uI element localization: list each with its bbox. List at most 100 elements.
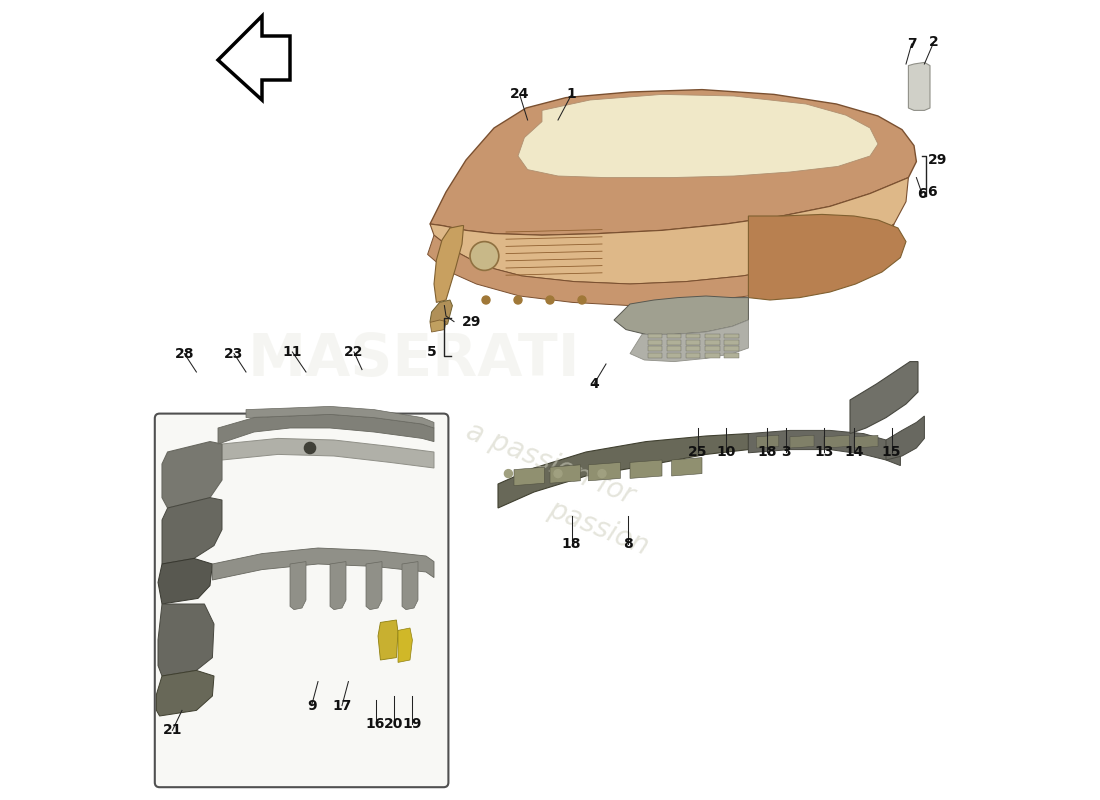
Polygon shape: [398, 628, 412, 662]
Polygon shape: [757, 435, 779, 448]
Text: 23: 23: [224, 346, 244, 361]
Polygon shape: [290, 562, 306, 610]
Polygon shape: [725, 340, 739, 345]
Text: 29: 29: [462, 314, 482, 329]
Polygon shape: [246, 406, 434, 428]
Text: 4: 4: [590, 377, 598, 391]
Text: 21: 21: [163, 723, 183, 738]
Text: 17: 17: [332, 698, 352, 713]
Text: passion: passion: [543, 495, 652, 561]
Polygon shape: [705, 346, 719, 351]
Polygon shape: [518, 94, 878, 178]
Text: 22: 22: [344, 345, 364, 359]
Polygon shape: [162, 442, 222, 508]
Polygon shape: [686, 340, 701, 345]
Polygon shape: [854, 435, 878, 448]
Text: 8: 8: [623, 537, 632, 551]
Circle shape: [554, 470, 562, 478]
Polygon shape: [550, 465, 581, 483]
Polygon shape: [672, 458, 702, 476]
Polygon shape: [430, 178, 909, 284]
Polygon shape: [514, 467, 544, 486]
Polygon shape: [686, 346, 701, 351]
Polygon shape: [725, 353, 739, 358]
Polygon shape: [667, 340, 681, 345]
Polygon shape: [850, 362, 918, 434]
Polygon shape: [648, 340, 662, 345]
Text: 10: 10: [716, 445, 736, 459]
Text: 20: 20: [384, 717, 404, 731]
Circle shape: [305, 442, 316, 454]
Text: 6: 6: [927, 185, 937, 199]
Circle shape: [598, 470, 606, 478]
Polygon shape: [667, 334, 681, 338]
Polygon shape: [218, 16, 290, 100]
Text: 5: 5: [427, 345, 437, 359]
Polygon shape: [588, 462, 620, 481]
Text: 18: 18: [757, 445, 777, 459]
Polygon shape: [725, 346, 739, 351]
Text: 13: 13: [815, 445, 834, 459]
Text: 19: 19: [403, 717, 422, 731]
Polygon shape: [498, 434, 748, 508]
Text: 15: 15: [882, 445, 901, 459]
Polygon shape: [790, 435, 814, 448]
Polygon shape: [378, 620, 398, 660]
Polygon shape: [434, 226, 463, 302]
Text: MASERATI: MASERATI: [248, 331, 581, 389]
Polygon shape: [648, 353, 662, 358]
Polygon shape: [630, 460, 662, 478]
Text: 9: 9: [307, 698, 317, 713]
Circle shape: [514, 296, 522, 304]
Circle shape: [546, 296, 554, 304]
Text: 29: 29: [927, 153, 947, 167]
Text: 24: 24: [510, 87, 529, 102]
Polygon shape: [430, 300, 452, 328]
Text: 6: 6: [917, 186, 927, 201]
Text: 14: 14: [845, 445, 864, 459]
Text: 16: 16: [366, 717, 385, 731]
Polygon shape: [366, 562, 382, 610]
Polygon shape: [170, 438, 434, 472]
Polygon shape: [156, 670, 214, 716]
Text: 7: 7: [906, 37, 916, 51]
Polygon shape: [630, 320, 748, 362]
Polygon shape: [158, 604, 214, 676]
Polygon shape: [686, 353, 701, 358]
Polygon shape: [748, 430, 901, 466]
Polygon shape: [430, 90, 916, 235]
Text: 18: 18: [562, 537, 581, 551]
Circle shape: [482, 296, 490, 304]
Polygon shape: [648, 334, 662, 338]
Polygon shape: [824, 435, 849, 448]
Polygon shape: [614, 296, 748, 334]
Polygon shape: [430, 320, 446, 332]
Polygon shape: [158, 558, 212, 604]
Polygon shape: [886, 416, 924, 460]
Polygon shape: [667, 353, 681, 358]
Polygon shape: [667, 346, 681, 351]
Circle shape: [505, 470, 513, 478]
Polygon shape: [686, 334, 701, 338]
Polygon shape: [705, 334, 719, 338]
Text: 28: 28: [175, 346, 195, 361]
Polygon shape: [725, 334, 739, 338]
Text: a passion for: a passion for: [462, 418, 638, 510]
Polygon shape: [748, 214, 906, 300]
Text: 3: 3: [781, 445, 791, 459]
FancyBboxPatch shape: [155, 414, 449, 787]
Polygon shape: [705, 340, 719, 345]
Circle shape: [578, 296, 586, 304]
Polygon shape: [162, 498, 222, 564]
Text: 25: 25: [689, 445, 707, 459]
Text: 1: 1: [566, 87, 576, 102]
Polygon shape: [330, 562, 346, 610]
Polygon shape: [212, 548, 434, 580]
Polygon shape: [909, 62, 929, 110]
Circle shape: [470, 242, 498, 270]
Polygon shape: [428, 224, 894, 306]
Polygon shape: [218, 414, 434, 444]
Text: 11: 11: [283, 345, 302, 359]
Polygon shape: [648, 346, 662, 351]
Polygon shape: [402, 562, 418, 610]
